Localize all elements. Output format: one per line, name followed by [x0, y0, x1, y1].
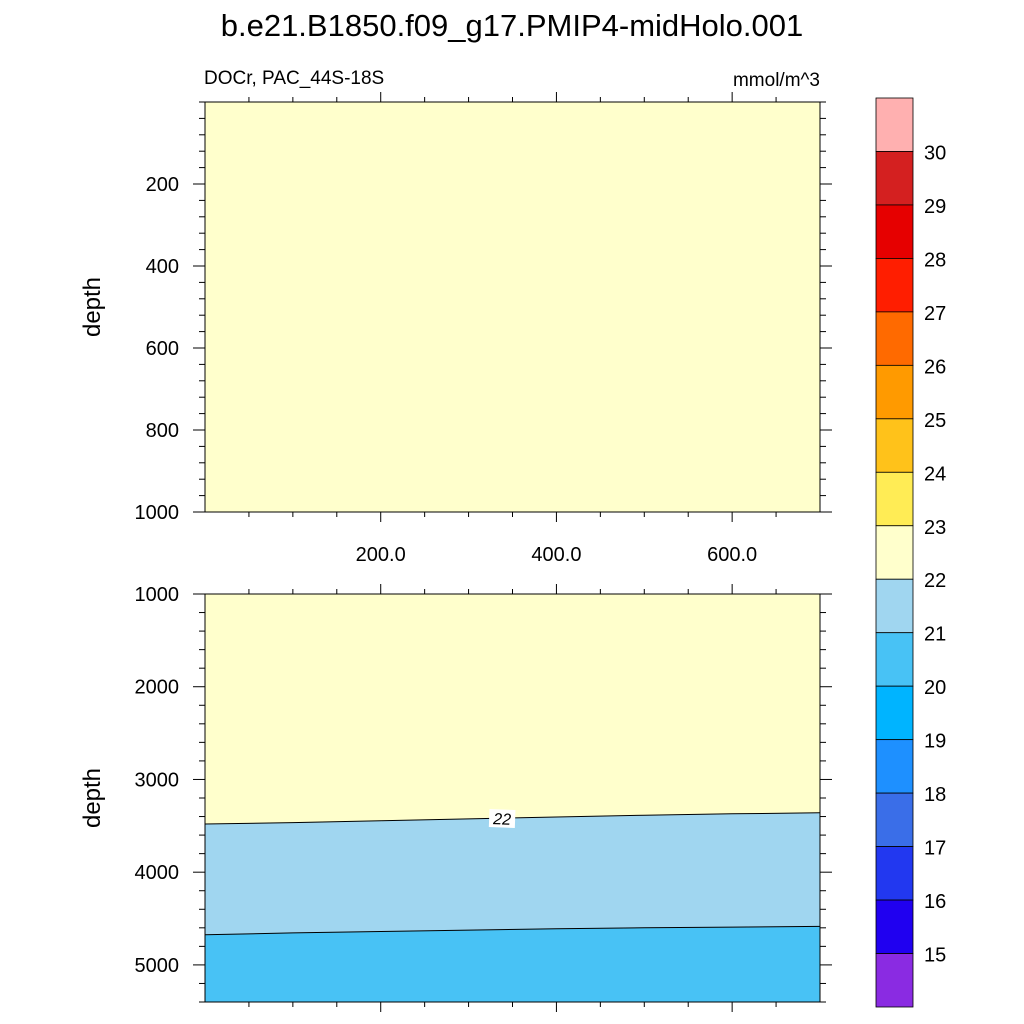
contour-line-label: 22 [488, 809, 516, 829]
colorbar-swatch [875, 471, 914, 527]
colorbar-label: 27 [924, 303, 946, 325]
x-tick-label: 200.0 [356, 544, 406, 566]
x-tick-label: 400.0 [531, 544, 581, 566]
colorbar-label: 15 [924, 945, 946, 967]
colorbar-swatch [875, 204, 914, 259]
colorbar-label: 16 [924, 891, 946, 913]
y-tick-label: 1000 [135, 584, 180, 606]
x-tick-label: 600.0 [707, 544, 757, 566]
colorbar: 15 16 17 18 19 20 21 22 23 24 25 26 27 28 29 30 [875, 97, 946, 1008]
colorbar-swatch [875, 97, 914, 152]
colorbar-swatch [875, 846, 914, 901]
contour-fill-region [205, 812, 820, 935]
y-axis-label: depth [79, 277, 106, 337]
y-tick-label: 3000 [135, 769, 180, 791]
colorbar-swatch [875, 364, 914, 420]
colorbar-label: 25 [924, 410, 946, 432]
colorbar-swatch [875, 953, 914, 1008]
colorbar-label: 20 [924, 677, 946, 699]
colorbar-swatch [875, 899, 914, 954]
y-tick-label: 5000 [135, 955, 180, 977]
colorbar-label: 29 [924, 196, 946, 218]
colorbar-swatch [875, 632, 914, 687]
contour-line [204, 925, 821, 936]
units-label: mmol/m^3 [733, 70, 820, 91]
colorbar-label: 21 [924, 624, 946, 646]
y-tick-label: 2000 [135, 677, 180, 699]
contour-label-text: 22 [492, 811, 511, 829]
colorbar-label: 17 [924, 838, 946, 860]
y-tick-label: 600 [146, 338, 179, 360]
colorbar-swatch [875, 418, 914, 473]
y-tick-label: 800 [146, 420, 179, 442]
y-tick-label: 4000 [135, 862, 180, 884]
colorbar-label: 30 [924, 142, 946, 164]
colorbar-swatch [875, 685, 914, 741]
colorbar-swatch [875, 258, 914, 313]
colorbar-swatch [875, 151, 914, 206]
colorbar-swatch [875, 578, 914, 634]
variable-region-label: DOCr, PAC_44S-18S [204, 68, 384, 89]
y-tick-label: 200 [146, 174, 179, 196]
colorbar-swatch [875, 525, 914, 580]
colorbar-swatch [875, 792, 914, 847]
y-tick-label: 1000 [135, 502, 180, 524]
upper-depth-panel: 200 400 600 800 1000 depth 200.0 400.0 600.0 [79, 92, 832, 566]
colorbar-label: 18 [924, 784, 946, 806]
y-axis-label: depth [79, 768, 106, 828]
colorbar-label: 23 [924, 517, 946, 539]
chart-title: b.e21.B1850.f09_g17.PMIP4-midHolo.001 [221, 8, 804, 43]
colorbar-label: 24 [924, 463, 946, 485]
colorbar-swatch [875, 311, 914, 366]
colorbar-swatch [875, 739, 914, 794]
contour-label-box [488, 809, 516, 828]
colorbar-label: 28 [924, 249, 946, 271]
contour-fill-region [205, 102, 820, 512]
lower-depth-panel: 22 1000 2000 3000 4000 5000 depth [79, 584, 832, 1012]
colorbar-label: 19 [924, 731, 946, 753]
y-tick-label: 400 [146, 256, 179, 278]
colorbar-label: 22 [924, 570, 946, 592]
contour-fill-region [205, 594, 820, 824]
colorbar-label: 26 [924, 356, 946, 378]
